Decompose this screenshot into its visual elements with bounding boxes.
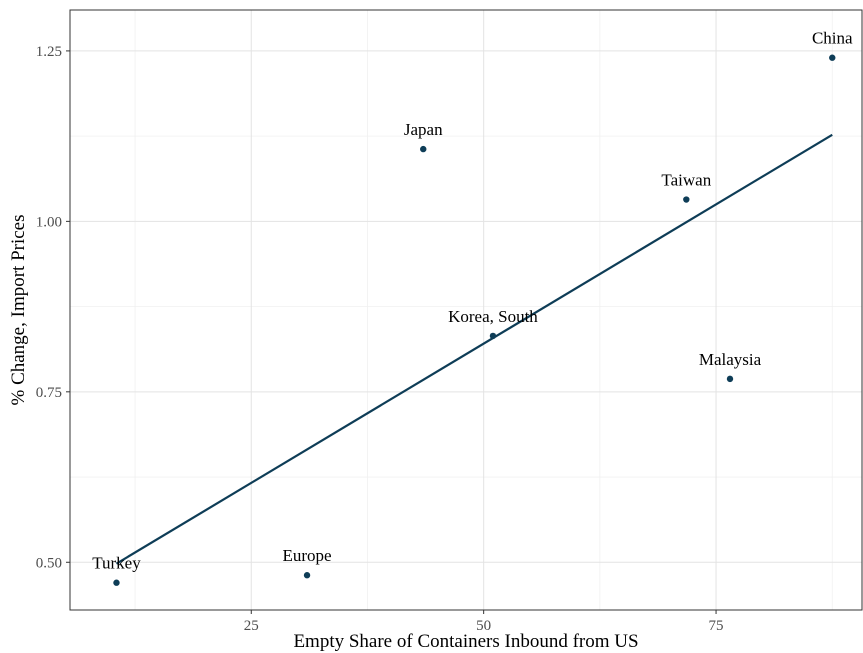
point-label: Turkey xyxy=(92,554,141,573)
data-point xyxy=(726,375,734,383)
point-label: Europe xyxy=(282,546,331,565)
data-point xyxy=(113,579,120,586)
x-tick-label: 50 xyxy=(476,618,491,634)
data-point xyxy=(303,572,311,579)
point-label: Japan xyxy=(404,120,443,139)
data-point xyxy=(489,332,497,340)
x-tick-label: 25 xyxy=(244,618,259,634)
data-point xyxy=(829,54,836,61)
x-tick-label: 75 xyxy=(709,618,724,634)
y-tick-label: 1.25 xyxy=(36,44,62,60)
y-tick-label: 1.00 xyxy=(36,214,62,230)
panel-border xyxy=(69,9,863,611)
point-labels: China Japan Taiwan Korea, South Malaysia Euro… xyxy=(92,29,853,573)
y-tick-label: 0.50 xyxy=(36,555,62,571)
point-label: China xyxy=(812,29,853,48)
data-points xyxy=(113,54,836,586)
data-point xyxy=(683,196,690,203)
fit-line-group xyxy=(115,133,833,565)
grid-lines xyxy=(70,10,862,610)
y-axis-title: % Change, Import Prices xyxy=(8,214,29,405)
point-label: Korea, South xyxy=(448,307,538,326)
x-axis-title: Empty Share of Containers Inbound from U… xyxy=(293,631,638,652)
axis-ticks: 25 50 75 0.50 0.75 1.00 1.25 xyxy=(36,44,724,634)
point-label: Taiwan xyxy=(661,171,711,190)
data-point xyxy=(420,145,427,153)
y-tick-label: 0.75 xyxy=(36,385,62,401)
fit-line xyxy=(115,133,833,565)
point-label: Malaysia xyxy=(699,350,762,369)
